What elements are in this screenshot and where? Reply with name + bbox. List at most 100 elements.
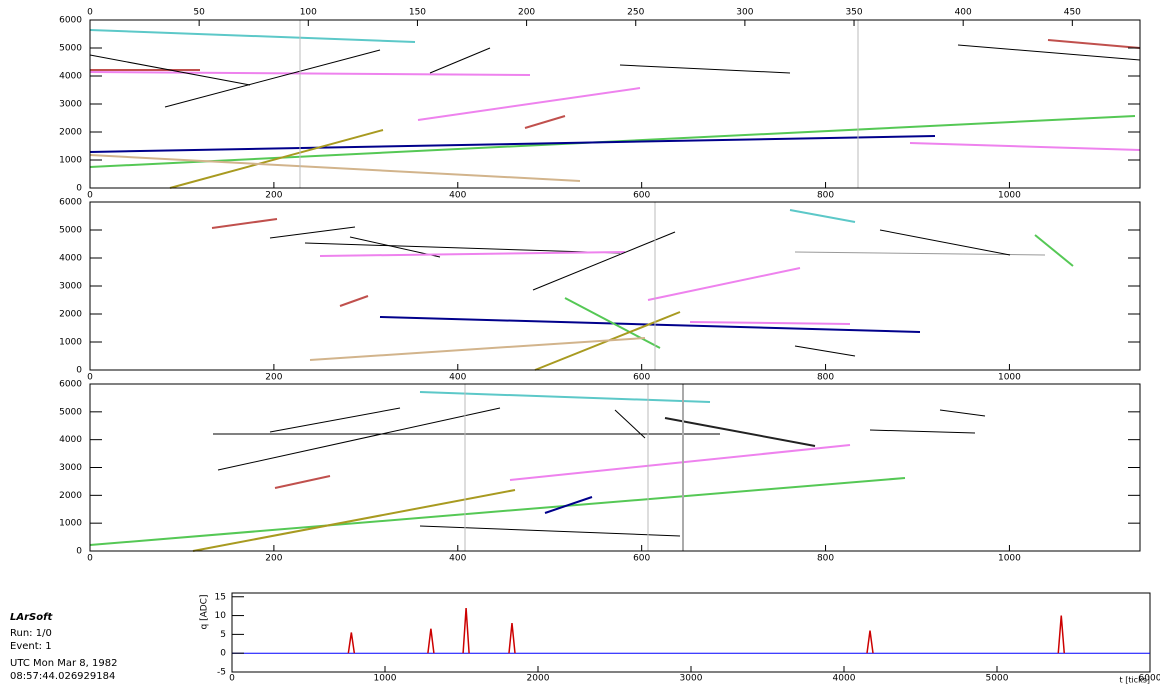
x-tick-label: 4000 [833, 674, 856, 684]
x-tick-label: 350 [845, 8, 862, 18]
x-tick-label: 600 [633, 554, 650, 564]
x-tick-label: 50 [193, 8, 205, 18]
y-tick-label: 5000 [59, 44, 82, 54]
track [795, 346, 855, 356]
y-tick-label: 2000 [59, 491, 82, 501]
track [1035, 235, 1073, 266]
track [270, 408, 400, 432]
x-tick-label: 800 [817, 554, 834, 564]
y-tick-label: 1000 [59, 156, 82, 166]
event-label: Event: 1 [10, 641, 52, 652]
x-tick-label: 1000 [998, 191, 1021, 201]
track [165, 50, 380, 107]
x-tick-label: 600 [633, 373, 650, 383]
track [940, 410, 985, 416]
x-tick-label: 200 [265, 554, 282, 564]
x-tick-label: 0 [87, 8, 93, 18]
waveform-frame [232, 593, 1150, 672]
track [305, 243, 620, 253]
x-tick-label: 450 [1064, 8, 1081, 18]
x-tick-label: 400 [449, 373, 466, 383]
event-display: LArSoft Run: 1/0 Event: 1 UTC Mon Mar 8,… [0, 0, 1160, 684]
track [90, 136, 935, 152]
y-tick-label: 5000 [59, 226, 82, 236]
y-tick-label: 6000 [59, 16, 82, 26]
y-tick-label: 0 [76, 184, 82, 194]
pulse [428, 629, 434, 653]
pulse [1058, 616, 1064, 654]
x-tick-label: 800 [817, 191, 834, 201]
x-tick-label: 0 [229, 674, 235, 684]
y-tick-label: 10 [215, 611, 227, 621]
track [418, 88, 640, 120]
y-tick-label: 3000 [59, 100, 82, 110]
track [218, 408, 500, 470]
track [430, 48, 490, 73]
y-tick-label: 15 [215, 592, 226, 602]
x-tick-label: 1000 [998, 373, 1021, 383]
y-tick-label: -5 [217, 668, 226, 678]
track [910, 143, 1140, 150]
x-tick-label: 0 [87, 191, 93, 201]
track [310, 338, 645, 360]
y-tick-label: 4000 [59, 435, 82, 445]
date-label: UTC Mon Mar 8, 1982 [10, 658, 117, 669]
track [620, 65, 790, 73]
y-tick-label: 4000 [59, 72, 82, 82]
track [648, 268, 800, 300]
x-tick-label: 200 [265, 191, 282, 201]
track [880, 230, 1010, 255]
track [525, 116, 565, 128]
x-tick-label: 150 [409, 8, 426, 18]
track [193, 490, 515, 551]
pulse [509, 623, 515, 653]
tracks [90, 20, 1140, 551]
y-tick-label: 5 [220, 630, 226, 640]
y-tick-label: 4000 [59, 254, 82, 264]
track [90, 72, 530, 75]
x-tick-label: 800 [817, 373, 834, 383]
x-tick-label: 0 [87, 373, 93, 383]
x-tick-label: 600 [633, 191, 650, 201]
track [510, 445, 850, 480]
y-tick-label: 0 [220, 649, 226, 659]
y-tick-label: 5000 [59, 407, 82, 417]
x-tick-label: 1000 [998, 554, 1021, 564]
panel-frame [90, 384, 1140, 551]
y-tick-label: 3000 [59, 282, 82, 292]
track [275, 476, 330, 488]
y-tick-label: 1000 [59, 338, 82, 348]
y-tick-label: 2000 [59, 128, 82, 138]
run-label: Run: 1/0 [10, 628, 52, 639]
pulse [463, 608, 469, 653]
pulse [348, 633, 354, 654]
track [90, 478, 905, 545]
panel-frame [90, 202, 1140, 370]
x-tick-label: 200 [518, 8, 535, 18]
x-tick-label: 2000 [527, 674, 550, 684]
track [170, 130, 383, 188]
track [690, 322, 850, 324]
x-axis-label: t [ticks] [1120, 676, 1150, 684]
track [533, 232, 675, 290]
track [1048, 40, 1140, 48]
x-tick-label: 100 [300, 8, 317, 18]
y-axis-label: q [ADC] [200, 595, 210, 630]
y-tick-label: 1000 [59, 519, 82, 529]
x-tick-label: 400 [449, 554, 466, 564]
pulse [867, 631, 873, 654]
track [340, 296, 368, 306]
x-tick-label: 3000 [680, 674, 703, 684]
track [212, 219, 277, 228]
track [870, 430, 975, 433]
x-tick-label: 400 [449, 191, 466, 201]
x-tick-label: 1000 [374, 674, 397, 684]
y-tick-label: 6000 [59, 198, 82, 208]
track [320, 252, 625, 256]
y-tick-label: 0 [76, 366, 82, 376]
track [90, 155, 580, 181]
track [958, 45, 1140, 60]
x-tick-label: 200 [265, 373, 282, 383]
y-tick-label: 3000 [59, 463, 82, 473]
track [420, 392, 710, 402]
